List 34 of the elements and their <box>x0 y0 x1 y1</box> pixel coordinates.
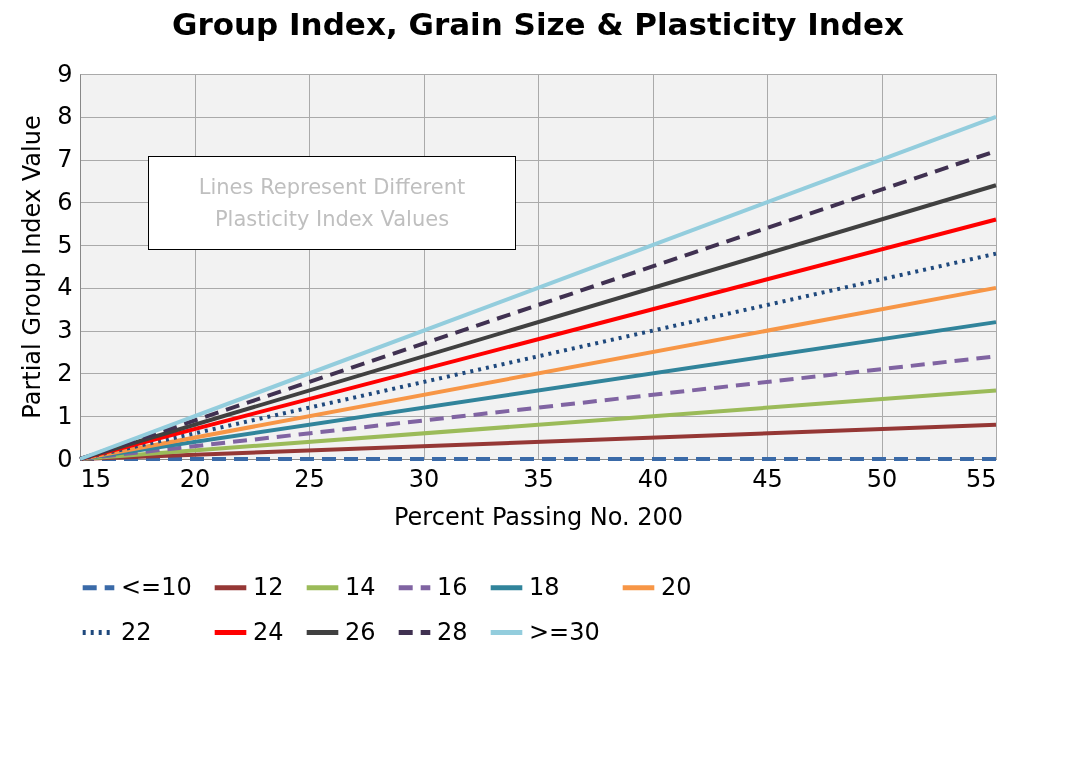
y-tick-label: 7 <box>57 145 73 174</box>
legend-label: 26 <box>345 617 376 646</box>
legend-label: 18 <box>529 572 560 601</box>
y-tick-label: 2 <box>57 358 73 387</box>
x-tick-label: 45 <box>752 464 783 493</box>
chart-title: Group Index, Grain Size & Plasticity Index <box>171 6 905 42</box>
legend-label: 22 <box>121 617 152 646</box>
legend-label: 12 <box>253 572 284 601</box>
x-tick-label: 30 <box>408 464 440 493</box>
x-tick-label: 50 <box>866 464 898 493</box>
text-box: Lines Represent Different Plasticity Index Values <box>148 156 516 250</box>
x-axis-title: Percent Passing No. 200 <box>393 502 684 531</box>
legend-label: 16 <box>437 572 468 601</box>
x-tick-label: 35 <box>523 464 554 493</box>
y-tick-label: 8 <box>57 102 73 131</box>
legend-label: 24 <box>253 617 284 646</box>
legend-label: <=10 <box>121 572 192 601</box>
x-tick-label: 20 <box>179 464 211 493</box>
y-tick-label: 9 <box>57 59 73 88</box>
y-tick-label: 6 <box>57 187 73 216</box>
legend-label: 28 <box>437 617 468 646</box>
x-tick-label: 15 <box>80 464 112 493</box>
x-tick-label: 25 <box>294 464 325 493</box>
x-tick-label: 40 <box>637 464 669 493</box>
y-tick-label: 1 <box>57 401 73 430</box>
legend-label: >=30 <box>529 617 600 646</box>
y-tick-label: 3 <box>57 316 73 345</box>
y-tick-label: 0 <box>57 444 73 473</box>
x-tick-label: 55 <box>965 464 997 493</box>
y-tick-label: 5 <box>57 230 73 259</box>
y-tick-label: 4 <box>57 273 73 302</box>
y-axis-title: Partial Group Index Value <box>18 115 47 419</box>
legend-label: 14 <box>345 572 376 601</box>
legend-label: 20 <box>661 572 692 601</box>
